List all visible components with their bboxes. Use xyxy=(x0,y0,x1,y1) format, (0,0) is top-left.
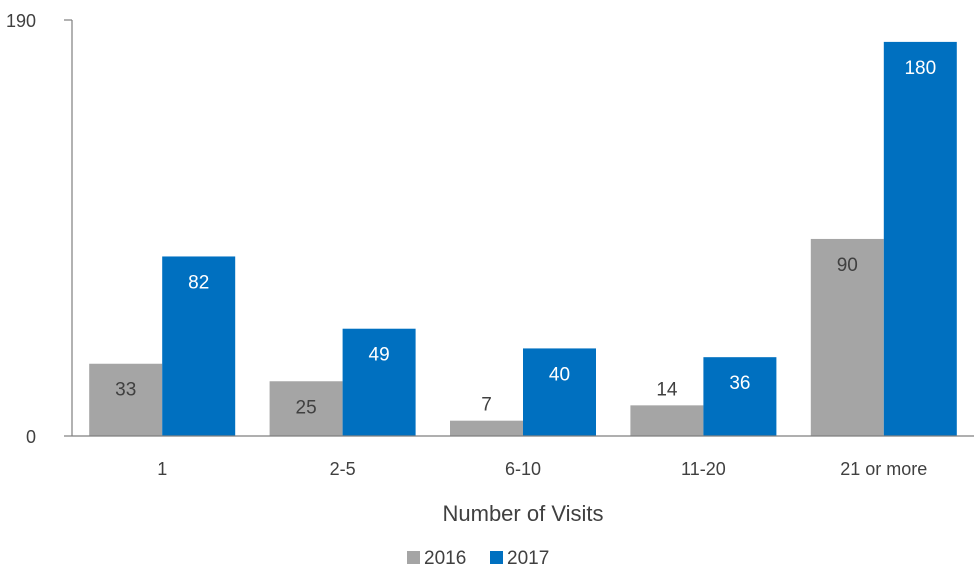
bar-2016-0 xyxy=(89,363,163,436)
legend-label-2017: 2017 xyxy=(507,548,549,569)
legend-swatch-2016 xyxy=(407,551,420,564)
data-label-2016-2: 7 xyxy=(481,395,492,416)
legend: 2016 2017 xyxy=(407,548,549,569)
bar-2016-2 xyxy=(450,420,523,436)
bar-2016-3 xyxy=(630,405,704,436)
legend-label-2016: 2016 xyxy=(424,548,466,569)
legend-swatch-2017 xyxy=(490,551,503,564)
data-label-2017-3: 36 xyxy=(729,373,750,394)
data-label-2017-4: 180 xyxy=(904,58,936,79)
data-label-2017-1: 49 xyxy=(369,345,390,366)
plot-area: 33 82 1 25 49 2-5 7 40 6-10 14 36 11-20 90 180 21 or m… xyxy=(89,41,957,479)
x-tick-label-2: 6-10 xyxy=(505,459,541,479)
data-label-2016-4: 90 xyxy=(837,255,858,276)
data-label-2016-1: 25 xyxy=(296,397,317,418)
data-label-2016-3: 14 xyxy=(656,379,678,400)
data-label-2016-0: 33 xyxy=(115,380,136,401)
x-axis-title: Number of Visits xyxy=(443,501,604,526)
data-label-2017-0: 82 xyxy=(188,272,209,293)
bar-2017-1 xyxy=(342,328,416,436)
bar-2016-4 xyxy=(810,238,884,436)
bar-2017-3 xyxy=(703,357,777,436)
bar-2016-1 xyxy=(269,381,343,436)
bar-2017-0 xyxy=(162,256,236,436)
y-tick-label-bottom: 0 xyxy=(26,427,36,447)
x-tick-label-4: 21 or more xyxy=(840,459,927,479)
bar-2017-4 xyxy=(883,41,957,436)
bar-2017-2 xyxy=(523,348,596,436)
y-tick-label-top: 190 xyxy=(6,11,36,31)
x-tick-label-3: 11-20 xyxy=(681,459,726,479)
x-tick-label-1: 2-5 xyxy=(330,459,356,479)
x-tick-label-0: 1 xyxy=(157,459,167,479)
data-label-2017-2: 40 xyxy=(549,364,570,385)
